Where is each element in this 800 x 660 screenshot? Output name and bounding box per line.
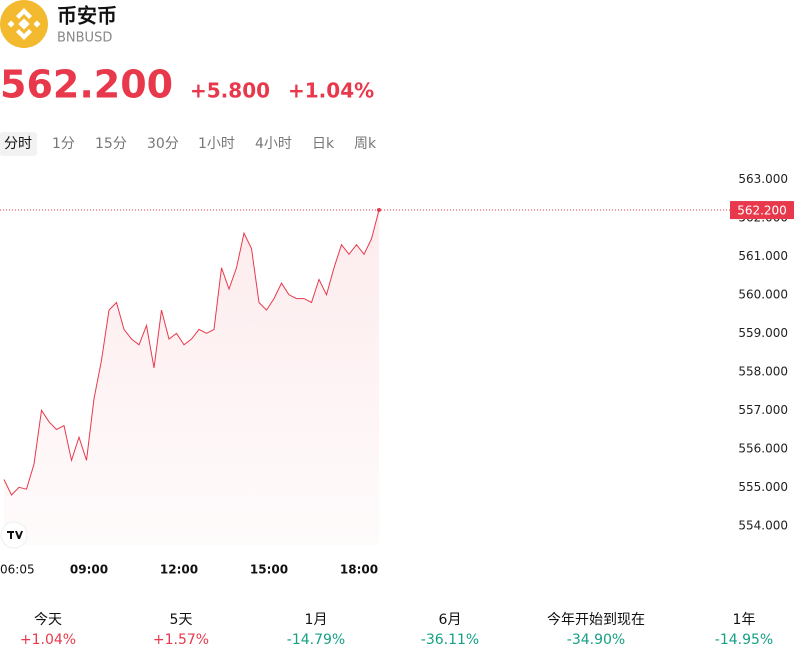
perf-value: +1.04% bbox=[20, 632, 76, 648]
logo bbox=[0, 0, 48, 48]
last-price-tag bbox=[730, 201, 794, 220]
chart: 554.000 555.000 556.000 557.000 558.000 559.0… bbox=[0, 172, 794, 577]
y-tick-label: 558.000 bbox=[738, 364, 788, 378]
y-tick-label: 563.000 bbox=[738, 172, 788, 186]
y-tick-label: 555.000 bbox=[738, 480, 788, 494]
perf-value: -34.90% bbox=[567, 632, 625, 648]
y-tick-label: 561.000 bbox=[738, 249, 788, 263]
y-tick-label: 556.000 bbox=[738, 441, 788, 455]
tab[interactable]: 日k bbox=[312, 136, 335, 152]
change: +5.800 bbox=[190, 79, 270, 103]
asset-symbol: BNBUSD bbox=[57, 31, 112, 46]
area-fill bbox=[4, 210, 379, 545]
tab[interactable]: 分时 bbox=[4, 136, 32, 152]
change-pct: +1.04% bbox=[288, 79, 374, 103]
perf-label: 6月 bbox=[439, 612, 462, 628]
y-tick-label: 560.000 bbox=[738, 287, 788, 301]
y-tick-label: 554.000 bbox=[738, 518, 788, 532]
tab[interactable]: 4小时 bbox=[255, 136, 292, 152]
x-tick-label: 09:00 bbox=[70, 563, 108, 577]
y-tick-label: 559.000 bbox=[738, 326, 788, 340]
perf-value: -36.11% bbox=[421, 632, 479, 648]
price: 562.200 bbox=[0, 63, 173, 107]
perf-label: 今年开始到现在 bbox=[547, 612, 645, 628]
perf-value: -14.79% bbox=[287, 632, 345, 648]
x-tick-label: 15:00 bbox=[250, 563, 288, 577]
x-tick-label: 18:00 bbox=[340, 563, 378, 577]
perf-label: 1月 bbox=[305, 612, 328, 628]
tab[interactable]: 30分 bbox=[147, 136, 179, 152]
tabs: 分时 1分 15分 30分 1小时 4小时 日k 周k bbox=[4, 136, 377, 152]
last-price-tag-label: 562.200 bbox=[737, 204, 787, 218]
perf-value: -14.95% bbox=[715, 632, 773, 648]
asset-name: 币安币 bbox=[57, 4, 117, 28]
x-tick-label: 12:00 bbox=[160, 563, 198, 577]
tab-selected-bg bbox=[0, 132, 37, 156]
perf-label: 5天 bbox=[170, 612, 193, 628]
price-line bbox=[3, 209, 380, 496]
tv-logo bbox=[0, 521, 28, 549]
perf-value: +1.57% bbox=[153, 632, 209, 648]
y-tick-label: 557.000 bbox=[738, 403, 788, 417]
last-point bbox=[377, 208, 381, 213]
tab[interactable]: 1分 bbox=[52, 136, 75, 152]
tab[interactable]: 周k bbox=[354, 136, 377, 152]
tab[interactable]: 1小时 bbox=[198, 136, 235, 152]
performance: 今天 +1.04% 5天 +1.57% 1月 -14.79% 6月 -36.11% 今年开始到现… bbox=[20, 612, 773, 648]
x-tick-label: 06:05 bbox=[0, 563, 35, 577]
perf-label: 1年 bbox=[733, 612, 756, 628]
perf-label: 今天 bbox=[34, 612, 62, 628]
tab[interactable]: 15分 bbox=[95, 136, 127, 152]
